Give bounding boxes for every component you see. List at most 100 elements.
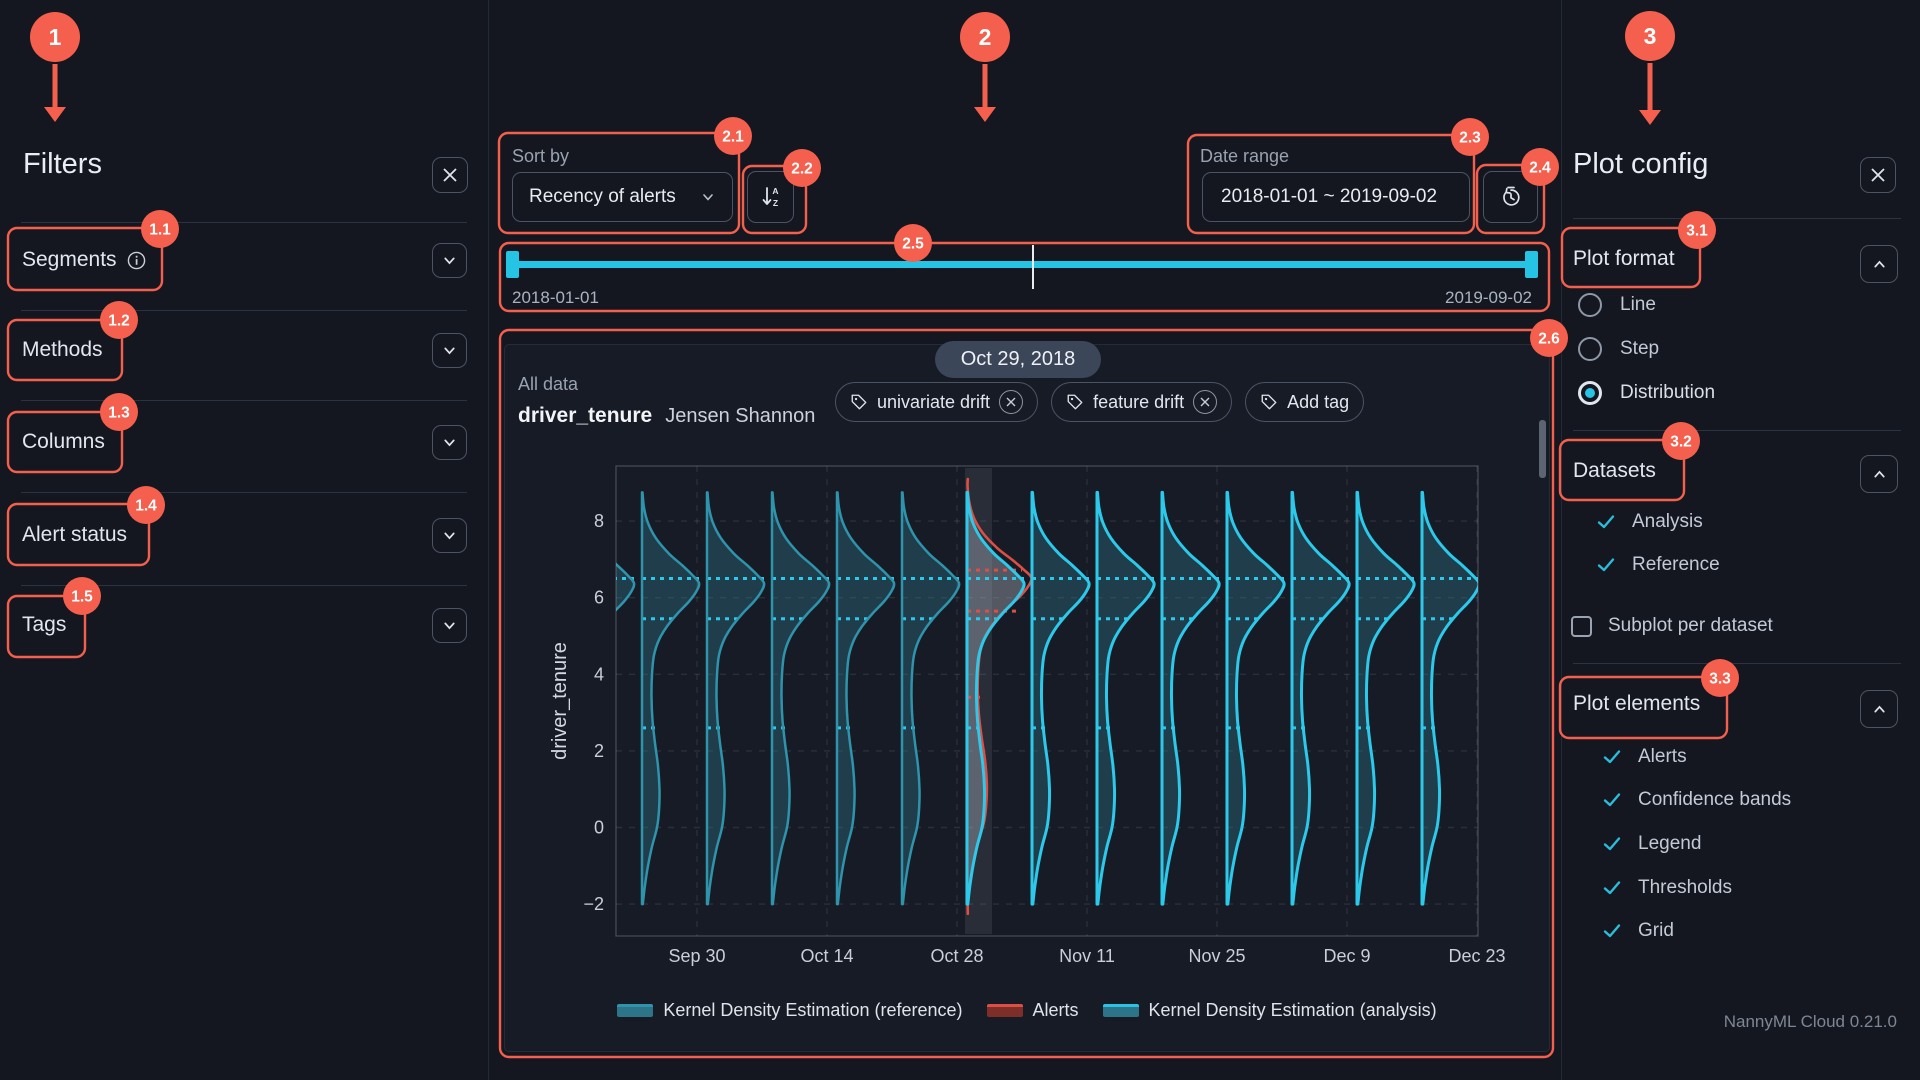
dataset-item-reference[interactable]: Reference xyxy=(1596,554,1720,576)
tag-label: feature drift xyxy=(1093,391,1185,412)
check-label: Grid xyxy=(1638,920,1674,941)
date-range-input[interactable]: 2018-01-01 ~ 2019-09-02 xyxy=(1202,172,1470,222)
plot-elements-collapse-button[interactable] xyxy=(1860,690,1898,728)
columns-expand-button[interactable] xyxy=(432,425,467,460)
check-label: Legend xyxy=(1638,833,1702,854)
plot-element-alerts[interactable]: Alerts xyxy=(1602,746,1687,768)
plot-format-option-distribution[interactable]: Distribution xyxy=(1578,381,1715,405)
plot-element-grid[interactable]: Grid xyxy=(1602,920,1674,942)
radio-label: Line xyxy=(1620,294,1656,315)
add-tag-button[interactable]: Add tag xyxy=(1245,382,1365,422)
close-icon xyxy=(1006,397,1016,407)
info-icon xyxy=(127,251,145,269)
time-slider-track[interactable] xyxy=(512,261,1532,268)
kde-violin xyxy=(616,562,636,612)
alert-status-expand-button[interactable] xyxy=(432,518,467,553)
kde-violin xyxy=(640,491,701,906)
date-range-reset-button[interactable] xyxy=(1483,171,1538,223)
check-icon xyxy=(1603,881,1621,895)
chevron-up-icon xyxy=(1873,260,1885,267)
time-slider-handle-end[interactable] xyxy=(1525,251,1538,278)
time-slider-current-marker xyxy=(1032,245,1034,289)
divider xyxy=(21,310,467,311)
annotation-badge-label: 2.1 xyxy=(722,129,744,146)
annotation-arrowhead-2 xyxy=(974,107,996,122)
radio-icon xyxy=(1578,381,1602,405)
annotation-box-2.5 xyxy=(498,241,1551,313)
tag-remove-button[interactable] xyxy=(999,390,1024,414)
tag-remove-button[interactable] xyxy=(1193,390,1218,414)
distribution-chart[interactable]: 8 6 4 2 0 −2 Sep 30 Oct 14 Oct 28 Nov 11 Nov 25 Dec… xyxy=(504,430,1550,990)
section-label: Columns xyxy=(22,430,105,453)
date-range-label: Date range xyxy=(1200,146,1290,166)
tag-pill-feature-drift[interactable]: feature drift xyxy=(1051,382,1233,422)
legend-item-analysis[interactable]: Kernel Density Estimation (analysis) xyxy=(1102,1000,1437,1021)
kde-violin xyxy=(1225,490,1286,906)
divider xyxy=(1573,430,1901,431)
check-icon xyxy=(1603,793,1621,807)
plot-element-thresholds[interactable]: Thresholds xyxy=(1602,877,1732,899)
annotation-badge-label: 2.2 xyxy=(791,161,813,178)
legend-swatch-alerts xyxy=(986,1004,1023,1017)
chevron-up-icon xyxy=(1873,705,1885,712)
filter-section-alert-status: Alert status xyxy=(22,523,127,547)
plot-format-option-line[interactable]: Line xyxy=(1578,293,1656,317)
annotation-main-badge-label: 2 xyxy=(979,24,992,50)
sort-direction-button[interactable]: A Z xyxy=(747,171,794,223)
segments-expand-button[interactable] xyxy=(432,243,467,278)
date-range-value: 2018-01-01 ~ 2019-09-02 xyxy=(1221,186,1438,207)
add-tag-label: Add tag xyxy=(1287,391,1350,412)
plot-format-collapse-button[interactable] xyxy=(1860,245,1898,283)
app-version: NannyML Cloud 0.21.0 xyxy=(1723,1012,1897,1031)
kde-violin xyxy=(900,491,961,906)
legend-item-alerts[interactable]: Alerts xyxy=(986,1000,1079,1021)
datasets-collapse-button[interactable] xyxy=(1860,455,1898,493)
plot-format-option-step[interactable]: Step xyxy=(1578,337,1659,361)
plot-area[interactable] xyxy=(577,468,1479,934)
radio-label: Distribution xyxy=(1620,382,1716,403)
plot-format-label: Plot format xyxy=(1573,247,1675,270)
tag-icon xyxy=(1067,394,1083,410)
sort-by-select[interactable]: Recency of alerts xyxy=(512,172,733,222)
plot-config-title: Plot config xyxy=(1573,148,1709,180)
legend-label: Kernel Density Estimation (reference) xyxy=(663,1000,963,1020)
chevron-down-icon xyxy=(444,439,455,447)
filters-close-button[interactable] xyxy=(432,157,468,193)
dataset-item-analysis[interactable]: Analysis xyxy=(1596,511,1703,533)
kde-violin-alert xyxy=(965,468,1033,934)
filters-panel: Filters Segments Methods xyxy=(0,0,489,1080)
svg-text:Sep 30: Sep 30 xyxy=(668,946,725,966)
sort-by-label: Sort by xyxy=(512,146,570,166)
history-reset-icon xyxy=(1502,186,1520,206)
annotation-badge-label: 2.3 xyxy=(1459,130,1481,147)
scope-label: All data xyxy=(518,374,579,394)
filter-section-tags: Tags xyxy=(22,613,66,637)
methods-expand-button[interactable] xyxy=(432,333,467,368)
annotation-badge-2.5 xyxy=(894,224,932,262)
time-slider-handle-start[interactable] xyxy=(506,251,519,278)
legend-label: Alerts xyxy=(1032,1000,1079,1020)
filter-section-methods: Methods xyxy=(22,338,103,362)
divider xyxy=(21,585,467,586)
legend-item-reference[interactable]: Kernel Density Estimation (reference) xyxy=(617,1000,963,1021)
kde-violin xyxy=(1030,490,1091,906)
tag-pill-univariate-drift[interactable]: univariate drift xyxy=(835,382,1039,422)
chart-grid xyxy=(616,466,1478,936)
kde-violin xyxy=(770,491,831,906)
plot-config-close-button[interactable] xyxy=(1860,157,1896,193)
filter-section-columns: Columns xyxy=(22,430,105,454)
subplot-per-dataset-checkbox[interactable]: Subplot per dataset xyxy=(1571,615,1773,637)
plot-element-legend[interactable]: Legend xyxy=(1602,833,1701,855)
plot-element-confidence-bands[interactable]: Confidence bands xyxy=(1602,789,1791,811)
svg-text:Z: Z xyxy=(772,198,777,208)
check-label: Alerts xyxy=(1638,746,1687,767)
tags-expand-button[interactable] xyxy=(432,608,467,643)
chart-title-row: driver_tenure Jensen Shannon xyxy=(518,404,815,428)
svg-text:Dec 9: Dec 9 xyxy=(1323,946,1370,966)
chevron-up-icon xyxy=(1873,470,1885,477)
chevron-down-icon xyxy=(703,194,713,201)
annotation-badge-2.1 xyxy=(714,117,752,155)
annotation-main-badge-2 xyxy=(960,12,1010,62)
filter-section-segments: Segments xyxy=(22,248,146,272)
